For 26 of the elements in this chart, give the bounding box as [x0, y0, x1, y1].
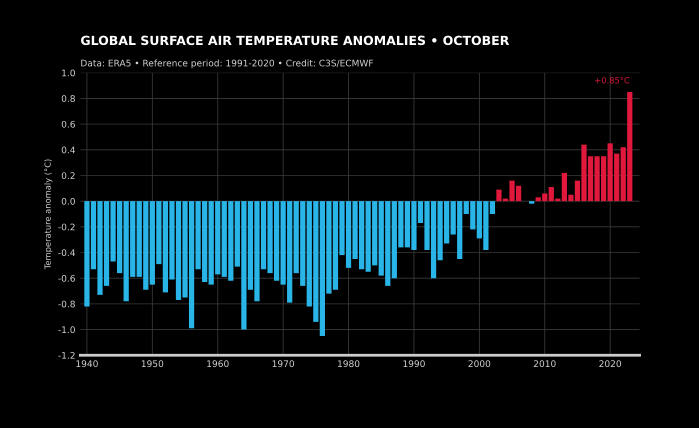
y-tick-label: -0.8 [58, 300, 75, 308]
bar [529, 201, 534, 204]
y-tick-label: -0.2 [58, 224, 75, 230]
annotation: +0.85°C [595, 77, 630, 84]
y-tick-label: 0.0 [62, 198, 75, 205]
y-tick-label: -1.0 [58, 326, 75, 334]
y-tick-label: 0.8 [62, 95, 75, 102]
x-tick-label: 2010 [534, 360, 556, 368]
y-tick-label: -0.4 [58, 249, 76, 256]
y-tick-label: 0.2 [62, 172, 75, 180]
x-tick-label: 1950 [142, 360, 164, 368]
x-tick-label: 2000 [468, 360, 490, 368]
x-tick-label: 2020 [599, 360, 622, 368]
chart-subtitle: Data: ERA5 • Reference period: 1991-2020 • Credit: C3S/ECMWF [81, 59, 373, 68]
y-tick-label: -1.2 [58, 352, 75, 359]
x-tick-label: 1980 [338, 360, 360, 368]
x-tick-label: 1940 [76, 360, 98, 368]
y-tick-label: 0.6 [62, 120, 75, 128]
chart-title: GLOBAL SURFACE AIR TEMPERATURE ANOMALIES • OCTOBER [81, 36, 510, 46]
x-tick-label: 1990 [403, 360, 425, 368]
x-tick-label: 1970 [272, 360, 294, 368]
y-tick-label: 1.0 [62, 69, 75, 76]
x-tick-label: 1960 [207, 360, 229, 368]
y-axis-title: Temperature anomaly (°C) [44, 159, 52, 270]
y-tick-label: 0.4 [62, 146, 76, 154]
y-tick-label: -0.6 [58, 274, 75, 282]
